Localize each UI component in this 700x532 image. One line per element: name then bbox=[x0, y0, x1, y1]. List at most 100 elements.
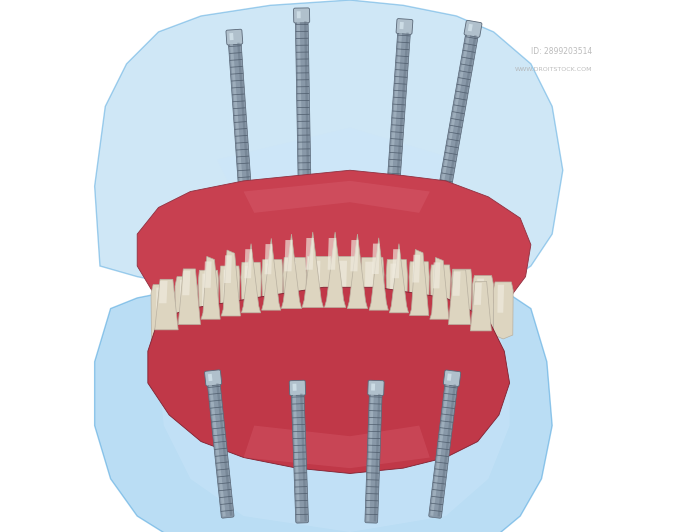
Polygon shape bbox=[302, 232, 323, 307]
Polygon shape bbox=[307, 256, 332, 343]
Polygon shape bbox=[241, 262, 261, 337]
Polygon shape bbox=[474, 283, 482, 305]
Bar bbox=[374, 394, 381, 521]
Bar bbox=[237, 43, 251, 207]
Polygon shape bbox=[283, 257, 307, 342]
Polygon shape bbox=[360, 257, 384, 342]
FancyBboxPatch shape bbox=[435, 32, 478, 210]
Bar bbox=[293, 384, 297, 391]
Polygon shape bbox=[94, 0, 563, 309]
Bar bbox=[304, 21, 309, 197]
Polygon shape bbox=[217, 128, 456, 255]
Polygon shape bbox=[477, 279, 484, 309]
Polygon shape bbox=[202, 273, 209, 307]
Polygon shape bbox=[262, 238, 281, 310]
Polygon shape bbox=[241, 244, 260, 313]
Polygon shape bbox=[281, 234, 302, 309]
Bar bbox=[468, 24, 472, 31]
Polygon shape bbox=[158, 293, 510, 532]
FancyBboxPatch shape bbox=[226, 29, 243, 45]
Polygon shape bbox=[221, 250, 240, 316]
FancyBboxPatch shape bbox=[365, 392, 382, 523]
FancyBboxPatch shape bbox=[291, 392, 309, 523]
Polygon shape bbox=[333, 256, 358, 343]
Polygon shape bbox=[494, 282, 513, 339]
Polygon shape bbox=[392, 249, 400, 278]
Bar bbox=[209, 384, 225, 517]
Polygon shape bbox=[148, 287, 510, 473]
Bar bbox=[437, 34, 470, 207]
Bar bbox=[447, 373, 452, 381]
Bar bbox=[395, 32, 409, 197]
Polygon shape bbox=[311, 261, 321, 304]
FancyBboxPatch shape bbox=[207, 381, 234, 518]
Polygon shape bbox=[389, 244, 409, 313]
Bar bbox=[297, 21, 303, 197]
Polygon shape bbox=[452, 272, 461, 296]
Polygon shape bbox=[159, 281, 167, 303]
Polygon shape bbox=[470, 281, 491, 331]
Polygon shape bbox=[413, 265, 420, 303]
FancyBboxPatch shape bbox=[368, 380, 384, 396]
Polygon shape bbox=[262, 260, 283, 338]
Polygon shape bbox=[265, 263, 274, 303]
FancyBboxPatch shape bbox=[293, 8, 309, 23]
Polygon shape bbox=[372, 244, 379, 274]
Polygon shape bbox=[151, 285, 174, 344]
Polygon shape bbox=[325, 232, 346, 307]
Polygon shape bbox=[434, 269, 442, 304]
Polygon shape bbox=[328, 238, 336, 270]
Polygon shape bbox=[369, 238, 389, 310]
Bar bbox=[388, 32, 402, 197]
Polygon shape bbox=[386, 260, 407, 339]
Bar bbox=[438, 384, 456, 517]
Polygon shape bbox=[287, 262, 296, 304]
Polygon shape bbox=[284, 240, 293, 271]
Polygon shape bbox=[412, 255, 420, 282]
Polygon shape bbox=[430, 257, 449, 319]
FancyBboxPatch shape bbox=[429, 382, 458, 518]
Polygon shape bbox=[410, 250, 428, 315]
Polygon shape bbox=[223, 270, 231, 305]
Polygon shape bbox=[220, 266, 240, 338]
Bar bbox=[216, 383, 232, 516]
Polygon shape bbox=[452, 269, 472, 336]
Polygon shape bbox=[201, 256, 220, 319]
Polygon shape bbox=[198, 270, 218, 338]
Polygon shape bbox=[178, 269, 200, 325]
Bar bbox=[293, 394, 300, 521]
Bar bbox=[300, 394, 307, 521]
Polygon shape bbox=[244, 266, 252, 303]
Polygon shape bbox=[286, 298, 414, 404]
Bar bbox=[297, 11, 301, 18]
Polygon shape bbox=[244, 181, 430, 213]
FancyBboxPatch shape bbox=[228, 41, 253, 210]
Polygon shape bbox=[180, 280, 187, 311]
Polygon shape bbox=[409, 262, 429, 337]
Polygon shape bbox=[430, 265, 451, 337]
FancyBboxPatch shape bbox=[464, 20, 482, 37]
Bar bbox=[444, 35, 477, 209]
FancyBboxPatch shape bbox=[443, 370, 461, 386]
Text: ID: 2899203514: ID: 2899203514 bbox=[531, 47, 592, 56]
FancyBboxPatch shape bbox=[289, 380, 306, 396]
Polygon shape bbox=[390, 264, 398, 303]
Polygon shape bbox=[337, 261, 347, 304]
FancyBboxPatch shape bbox=[204, 370, 222, 386]
FancyBboxPatch shape bbox=[396, 19, 413, 35]
Polygon shape bbox=[473, 276, 494, 338]
Bar bbox=[400, 22, 404, 29]
Polygon shape bbox=[498, 285, 504, 313]
Polygon shape bbox=[175, 277, 197, 340]
Polygon shape bbox=[137, 170, 531, 325]
Polygon shape bbox=[244, 249, 252, 278]
Bar bbox=[230, 43, 244, 208]
Polygon shape bbox=[365, 262, 374, 304]
Polygon shape bbox=[449, 270, 470, 325]
Polygon shape bbox=[182, 271, 190, 295]
Bar bbox=[430, 384, 449, 516]
FancyBboxPatch shape bbox=[295, 20, 312, 198]
Bar bbox=[367, 394, 374, 521]
Bar bbox=[371, 384, 375, 390]
Polygon shape bbox=[156, 287, 164, 317]
